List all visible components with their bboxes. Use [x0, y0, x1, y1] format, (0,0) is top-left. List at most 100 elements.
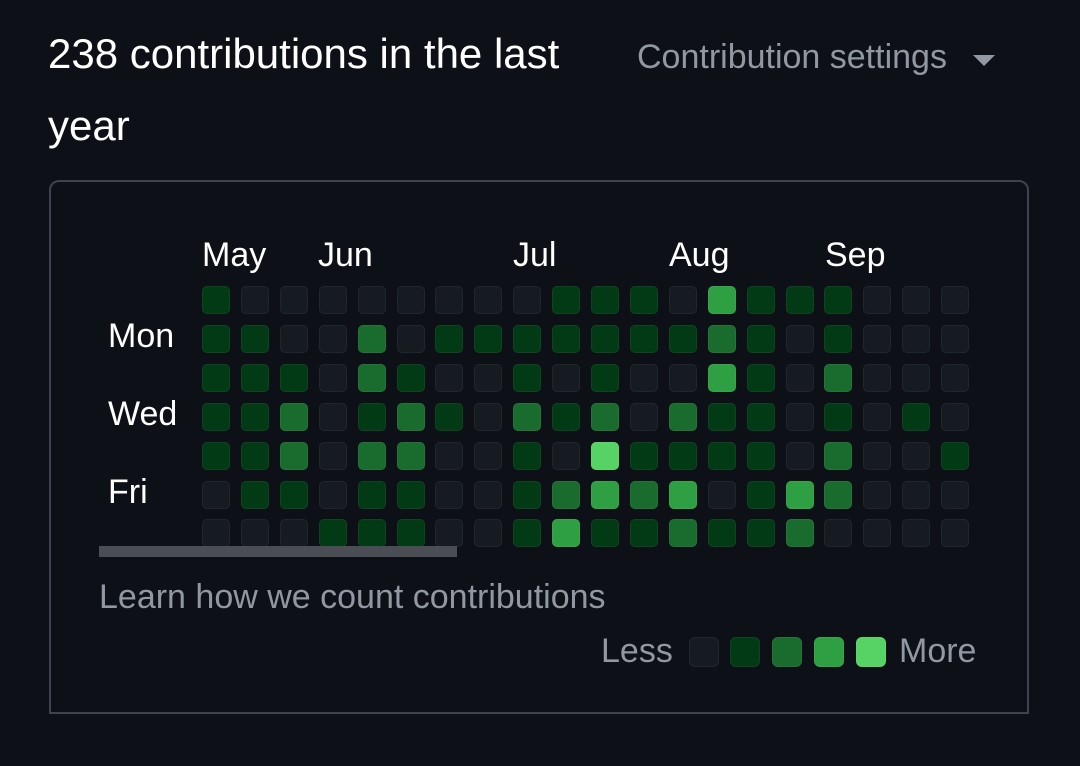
contribution-day-cell[interactable] — [629, 324, 658, 353]
contribution-day-cell[interactable] — [357, 480, 386, 509]
contribution-day-cell[interactable] — [513, 324, 542, 353]
contribution-day-cell[interactable] — [863, 441, 892, 470]
contribution-day-cell[interactable] — [629, 402, 658, 431]
contribution-day-cell[interactable] — [902, 519, 931, 548]
contribution-day-cell[interactable] — [435, 324, 464, 353]
contribution-day-cell[interactable] — [202, 441, 230, 470]
contribution-day-cell[interactable] — [668, 363, 697, 392]
contribution-day-cell[interactable] — [591, 519, 619, 548]
contribution-day-cell[interactable] — [824, 286, 853, 314]
contribution-day-cell[interactable] — [240, 286, 269, 314]
contribution-day-cell[interactable] — [240, 402, 269, 431]
contribution-day-cell[interactable] — [941, 363, 970, 392]
contribution-day-cell[interactable] — [746, 363, 775, 392]
contribution-day-cell[interactable] — [746, 286, 775, 314]
contribution-day-cell[interactable] — [746, 441, 775, 470]
contribution-day-cell[interactable] — [746, 402, 775, 431]
contribution-day-cell[interactable] — [785, 441, 814, 470]
contribution-day-cell[interactable] — [824, 480, 853, 509]
contribution-day-cell[interactable] — [435, 286, 464, 314]
contribution-day-cell[interactable] — [707, 363, 736, 392]
contribution-day-cell[interactable] — [202, 363, 230, 392]
contribution-day-cell[interactable] — [902, 324, 931, 353]
contribution-day-cell[interactable] — [902, 402, 931, 431]
contribution-day-cell[interactable] — [552, 480, 581, 509]
contribution-day-cell[interactable] — [941, 402, 970, 431]
contribution-day-cell[interactable] — [396, 363, 425, 392]
contribution-day-cell[interactable] — [707, 441, 736, 470]
contribution-day-cell[interactable] — [629, 480, 658, 509]
contribution-day-cell[interactable] — [318, 480, 347, 509]
learn-contributions-link[interactable]: Learn how we count contributions — [99, 578, 606, 616]
contribution-day-cell[interactable] — [202, 402, 230, 431]
contribution-day-cell[interactable] — [552, 441, 581, 470]
contribution-day-cell[interactable] — [513, 286, 542, 314]
contribution-day-cell[interactable] — [474, 519, 503, 548]
contribution-day-cell[interactable] — [474, 402, 503, 431]
contribution-day-cell[interactable] — [707, 480, 736, 509]
contribution-day-cell[interactable] — [513, 363, 542, 392]
contribution-day-cell[interactable] — [591, 480, 619, 509]
contribution-day-cell[interactable] — [863, 363, 892, 392]
contribution-day-cell[interactable] — [279, 363, 308, 392]
contribution-day-cell[interactable] — [824, 441, 853, 470]
contribution-day-cell[interactable] — [902, 286, 931, 314]
contribution-day-cell[interactable] — [863, 402, 892, 431]
contribution-day-cell[interactable] — [240, 441, 269, 470]
contribution-day-cell[interactable] — [279, 480, 308, 509]
contribution-day-cell[interactable] — [435, 441, 464, 470]
contribution-day-cell[interactable] — [396, 286, 425, 314]
contribution-day-cell[interactable] — [396, 402, 425, 431]
contribution-day-cell[interactable] — [941, 324, 970, 353]
contribution-day-cell[interactable] — [474, 441, 503, 470]
contribution-day-cell[interactable] — [240, 480, 269, 509]
contribution-day-cell[interactable] — [863, 519, 892, 548]
contribution-day-cell[interactable] — [668, 441, 697, 470]
contribution-day-cell[interactable] — [240, 324, 269, 353]
contribution-day-cell[interactable] — [435, 363, 464, 392]
contribution-day-cell[interactable] — [318, 519, 347, 548]
contribution-day-cell[interactable] — [591, 286, 619, 314]
contribution-day-cell[interactable] — [279, 324, 308, 353]
contribution-day-cell[interactable] — [279, 519, 308, 548]
contribution-day-cell[interactable] — [941, 286, 970, 314]
contribution-day-cell[interactable] — [668, 480, 697, 509]
contribution-day-cell[interactable] — [357, 402, 386, 431]
contribution-day-cell[interactable] — [279, 286, 308, 314]
contribution-day-cell[interactable] — [202, 519, 230, 548]
contribution-day-cell[interactable] — [396, 324, 425, 353]
contribution-day-cell[interactable] — [240, 519, 269, 548]
contribution-day-cell[interactable] — [513, 519, 542, 548]
contribution-day-cell[interactable] — [941, 441, 970, 470]
horizontal-scrollbar[interactable] — [99, 546, 457, 557]
contribution-day-cell[interactable] — [318, 441, 347, 470]
contribution-day-cell[interactable] — [202, 286, 230, 314]
contribution-day-cell[interactable] — [318, 363, 347, 392]
contribution-day-cell[interactable] — [318, 402, 347, 431]
contribution-day-cell[interactable] — [396, 519, 425, 548]
contribution-day-cell[interactable] — [552, 363, 581, 392]
contribution-day-cell[interactable] — [318, 324, 347, 353]
contribution-day-cell[interactable] — [785, 480, 814, 509]
contribution-day-cell[interactable] — [629, 519, 658, 548]
contribution-day-cell[interactable] — [318, 286, 347, 314]
contribution-day-cell[interactable] — [513, 480, 542, 509]
contribution-day-cell[interactable] — [707, 402, 736, 431]
contribution-day-cell[interactable] — [902, 363, 931, 392]
contribution-day-cell[interactable] — [357, 324, 386, 353]
contribution-day-cell[interactable] — [474, 286, 503, 314]
contribution-day-cell[interactable] — [824, 363, 853, 392]
contribution-day-cell[interactable] — [941, 480, 970, 509]
contribution-day-cell[interactable] — [435, 519, 464, 548]
contribution-day-cell[interactable] — [824, 324, 853, 353]
contribution-day-cell[interactable] — [591, 324, 619, 353]
contribution-day-cell[interactable] — [707, 519, 736, 548]
contribution-day-cell[interactable] — [474, 480, 503, 509]
contribution-day-cell[interactable] — [629, 363, 658, 392]
contribution-day-cell[interactable] — [552, 286, 581, 314]
contribution-day-cell[interactable] — [240, 363, 269, 392]
contribution-day-cell[interactable] — [863, 286, 892, 314]
contribution-day-cell[interactable] — [357, 441, 386, 470]
contribution-day-cell[interactable] — [863, 480, 892, 509]
contribution-day-cell[interactable] — [668, 286, 697, 314]
